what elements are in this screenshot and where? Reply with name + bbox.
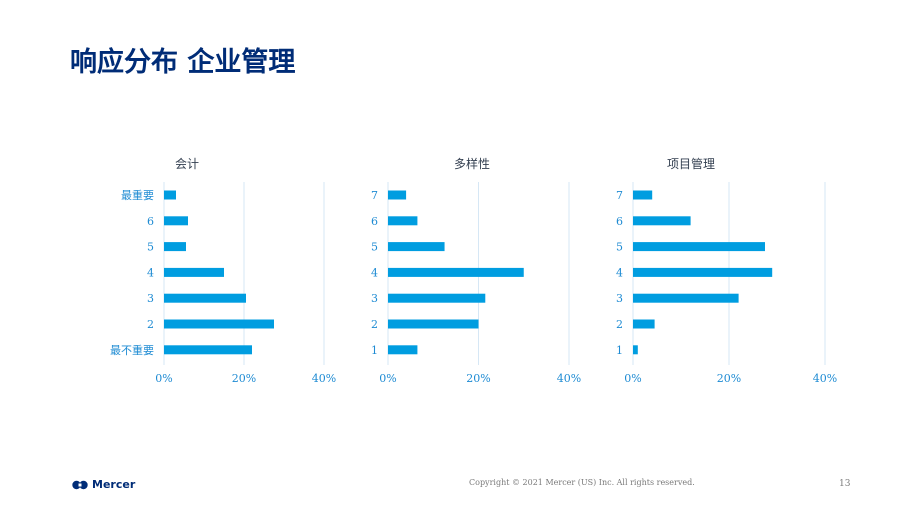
bar	[633, 319, 655, 329]
x-tick-label: 20%	[717, 372, 741, 385]
category-label: 1	[616, 344, 623, 357]
category-label: 4	[616, 266, 623, 279]
copyright-text: Copyright © 2021 Mercer (US) Inc. All ri…	[469, 478, 695, 487]
page-number: 13	[839, 479, 851, 489]
bar	[633, 216, 691, 226]
category-label: 2	[371, 318, 378, 331]
bar	[388, 190, 407, 200]
category-label: 1	[371, 344, 378, 357]
chart-title-3: 项目管理	[667, 156, 715, 171]
category-label: 3	[147, 292, 154, 305]
page-title: 响应分布 企业管理	[70, 47, 296, 78]
category-label: 6	[616, 215, 623, 228]
x-tick-label: 20%	[232, 372, 256, 385]
category-label: 6	[147, 215, 154, 228]
x-tick-label: 0%	[624, 372, 641, 385]
bar	[164, 242, 186, 252]
category-label: 2	[147, 318, 154, 331]
x-tick-label: 0%	[379, 372, 396, 385]
category-label: 4	[147, 266, 154, 279]
mercer-logo-icon	[72, 480, 88, 489]
bar	[164, 216, 188, 226]
bar	[633, 345, 638, 355]
chart-title-1: 会计	[175, 157, 199, 171]
bar	[388, 216, 418, 226]
category-label: 7	[616, 189, 623, 202]
chart-title-2: 多样性	[454, 156, 490, 171]
bar	[164, 267, 224, 277]
bar	[633, 242, 765, 252]
bar	[164, 345, 252, 355]
bar	[633, 190, 653, 200]
bar	[388, 345, 418, 355]
category-label: 3	[616, 292, 623, 305]
bar	[633, 293, 739, 303]
x-tick-label: 20%	[466, 372, 490, 385]
bar	[388, 242, 445, 252]
category-label: 最重要	[121, 188, 154, 202]
category-label: 5	[147, 241, 154, 254]
category-label: 2	[616, 318, 623, 331]
bar	[388, 319, 479, 329]
bar	[388, 267, 524, 277]
category-label: 最不重要	[110, 343, 154, 357]
x-tick-label: 40%	[813, 372, 837, 385]
category-label: 7	[371, 189, 378, 202]
logo-text: Mercer	[92, 478, 136, 491]
category-label: 6	[371, 215, 378, 228]
x-tick-label: 40%	[557, 372, 581, 385]
category-label: 3	[371, 292, 378, 305]
bar	[164, 190, 176, 200]
x-tick-label: 0%	[155, 372, 172, 385]
bar	[633, 267, 773, 277]
category-label: 4	[371, 266, 378, 279]
bar	[164, 293, 246, 303]
x-tick-label: 40%	[312, 372, 336, 385]
mercer-logo: Mercer	[72, 478, 135, 491]
bar	[164, 319, 274, 329]
category-label: 5	[616, 241, 623, 254]
category-label: 5	[371, 241, 378, 254]
bar	[388, 293, 486, 303]
